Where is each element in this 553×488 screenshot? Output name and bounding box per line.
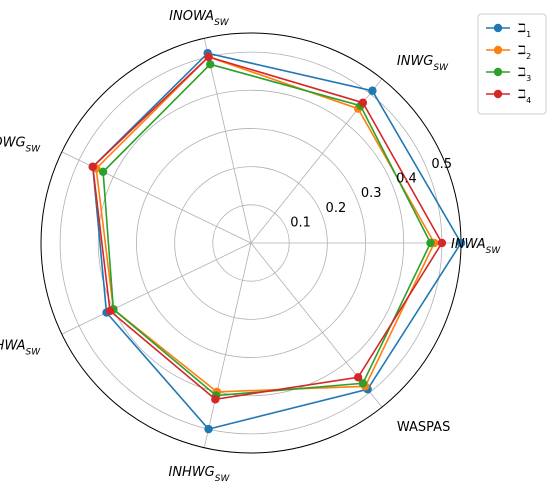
- legend-label-4: ℶ4: [517, 87, 531, 105]
- legend-marker-1: [493, 23, 503, 33]
- axis-label-7: WASPAS: [397, 420, 450, 435]
- legend-label-1: ℶ1: [517, 21, 531, 39]
- axis-label-4: INOWGSW: [0, 135, 41, 154]
- legend: ℶ1 ℶ2 ℶ3 ℶ4: [477, 13, 547, 115]
- legend-marker-4: [493, 89, 503, 99]
- axis-label-3: INOWASW: [169, 9, 230, 28]
- series-line-4: [91, 56, 443, 401]
- axis-label-6: INHWGSW: [168, 465, 230, 484]
- radial-tick-label-3: 0.3: [361, 186, 382, 201]
- legend-box: [477, 13, 547, 115]
- grid-spoke-3: [203, 38, 252, 244]
- legend-label-2: ℶ2: [517, 43, 531, 61]
- series-4-point-1: [437, 238, 447, 248]
- radial-tick-label-1: 0.1: [290, 215, 311, 230]
- series-4-point-7: [353, 373, 363, 382]
- series-3-point-1: [426, 238, 435, 248]
- series-line-1: [91, 52, 462, 430]
- series-1-point-2: [368, 86, 377, 95]
- axis-labels: INWASW INWGSW INOWASW INOWGSW INHWASW INHWGSW…: [0, 9, 501, 484]
- series-4-point-4: [88, 162, 97, 171]
- axis-label-5: INHWASW: [0, 339, 41, 358]
- series-4-point-5: [105, 306, 115, 316]
- series-1-point-6: [204, 424, 213, 434]
- axis-label-1: INWASW: [451, 237, 501, 256]
- radial-tick-label-2: 0.2: [326, 201, 347, 216]
- series-line-2: [95, 55, 436, 393]
- radial-tick-label-5: 0.5: [431, 157, 452, 172]
- series-4-point-3: [204, 52, 213, 62]
- legend-marker-2: [493, 45, 503, 55]
- radial-tick-label-4: 0.4: [396, 172, 417, 187]
- series-line-3: [102, 63, 432, 397]
- series-4-point-6: [211, 395, 220, 404]
- legend-marker-3: [493, 67, 503, 77]
- series-3-point-4: [98, 167, 108, 176]
- legend-label-3: ℶ3: [517, 65, 531, 83]
- series-layer: [88, 48, 466, 434]
- grid-spoke-5: [61, 242, 252, 335]
- series-3-point-7: [358, 379, 368, 388]
- series-3-point-3: [206, 60, 215, 69]
- series-1-point-1: [456, 238, 466, 248]
- series-4-point-2: [358, 98, 368, 107]
- grid-spoke-6: [203, 242, 252, 448]
- axis-label-2: INWGSW: [397, 54, 449, 73]
- radial-tick-labels: 0.1 0.2 0.3 0.4 0.5: [290, 157, 452, 230]
